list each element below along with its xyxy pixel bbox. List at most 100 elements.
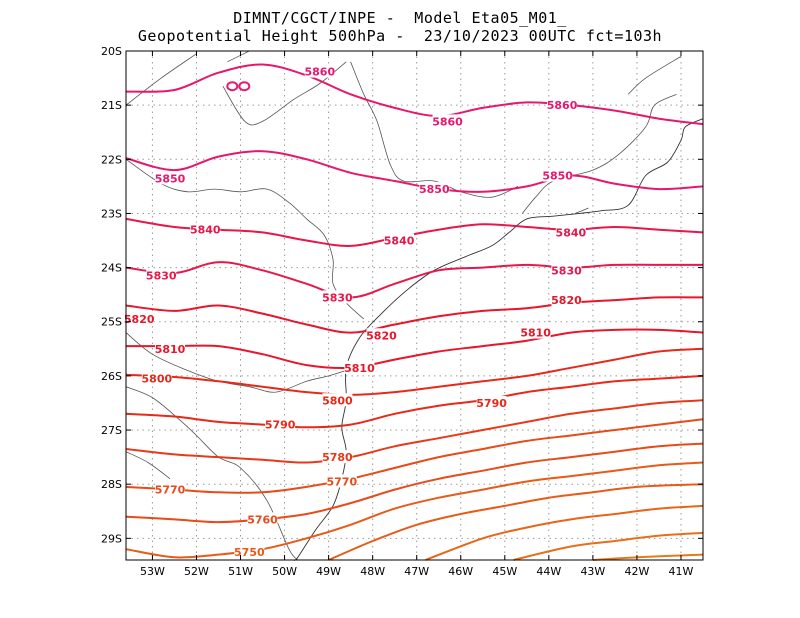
contour-label-bg (234, 544, 265, 558)
contour-label-bg (322, 450, 353, 464)
contour-label-bg (476, 395, 507, 409)
contour-label-5840: 5840 (556, 226, 587, 239)
lon-tick-label: 41W (669, 565, 694, 578)
lat-tick-label: 25S (101, 316, 122, 329)
lat-tick-label: 24S (101, 262, 122, 275)
contour-label-bg (265, 417, 296, 431)
contour-label-bg (304, 64, 335, 78)
contour-line-5810 (126, 328, 704, 370)
contour-line-5770 (125, 418, 704, 494)
contour-label-bg (542, 168, 573, 182)
contour-label-bg (384, 233, 415, 247)
contour-label-5860: 5860 (432, 115, 463, 128)
height-contours (125, 63, 704, 561)
contour-label-5790: 5790 (265, 419, 296, 432)
contour-label-5820: 5820 (366, 329, 397, 342)
contour-line-5740 (328, 483, 704, 561)
contour-line-5800 (125, 347, 704, 396)
lon-tick-label: 44W (536, 565, 561, 578)
lat-tick-label: 22S (101, 153, 122, 166)
state-boundary (627, 56, 682, 95)
contour-label-bg (366, 328, 397, 342)
contour-label-bg (551, 293, 582, 307)
state-boundary (125, 332, 347, 393)
contour-label-bg (344, 360, 375, 374)
contour-label-bg (551, 263, 582, 277)
coastline (293, 118, 704, 561)
contour-label-5770: 5770 (155, 484, 186, 497)
lon-tick-label: 52W (184, 565, 209, 578)
lon-tick-label: 50W (272, 565, 297, 578)
lat-tick-label: 27S (101, 424, 122, 437)
state-boundary (522, 93, 677, 214)
contour-label-bg (155, 341, 186, 355)
state-boundary (125, 386, 299, 561)
lon-tick-label: 47W (404, 565, 429, 578)
lon-tick-label: 45W (492, 565, 517, 578)
lon-tick-label: 48W (360, 565, 385, 578)
lat-tick-label: 28S (101, 478, 122, 491)
map-frame (125, 50, 704, 561)
contour-line-5850 (125, 150, 704, 193)
contour-label-5860: 5860 (547, 99, 578, 112)
contour-line-5860 (125, 63, 704, 126)
axes: 20S 21S 22S 23S 24S 25S 26S 27S 28S 29S 53W 52W 51W 5… (101, 45, 703, 578)
contour-label-5840: 5840 (384, 235, 415, 248)
contour-label-bg (146, 268, 177, 282)
contour-label-5860: 5860 (304, 66, 335, 79)
state-boundary (125, 53, 197, 106)
closed-contour-5860 (238, 81, 251, 92)
contour-label-5820: 5820 (124, 313, 155, 326)
contour-label-5840: 5840 (190, 224, 221, 237)
lat-tick-label: 26S (101, 370, 122, 383)
contour-line-5820 (125, 296, 704, 334)
contour-line-5790 (125, 374, 704, 429)
contour-label-5750: 5750 (234, 546, 265, 559)
contour-label-bg (547, 98, 578, 112)
contour-line-5760 (125, 442, 704, 524)
state-boundary (227, 50, 250, 63)
contour-label-5820: 5820 (551, 294, 582, 307)
lon-tick-label: 49W (316, 565, 341, 578)
lon-tick-label: 51W (228, 565, 253, 578)
contour-label-bg (141, 371, 172, 385)
closed-contour-5860 (226, 81, 239, 92)
lat-tick-label: 29S (101, 532, 122, 545)
contour-label-bg (322, 290, 353, 304)
contour-label-bg (326, 474, 357, 488)
lon-tick-label: 42W (624, 565, 649, 578)
contour-label-5770: 5770 (327, 475, 358, 488)
contour-label-bg (155, 482, 186, 496)
contour-label-bg (124, 312, 155, 326)
contour-label-5800: 5800 (322, 394, 353, 407)
contour-label-5850: 5850 (542, 170, 573, 183)
lat-tick-label: 21S (101, 99, 122, 112)
contour-line-5780 (125, 399, 704, 464)
lat-tick-label: 23S (101, 207, 122, 220)
contour-label-bg (520, 325, 551, 339)
contour-label-5790: 5790 (476, 397, 507, 410)
contour-line-5720 (513, 531, 704, 561)
contour-label-bg (432, 114, 463, 128)
lon-tick-label: 46W (448, 565, 473, 578)
contour-label-bg (247, 512, 278, 526)
contour-line-5730 (425, 504, 704, 561)
contour-label-5810: 5810 (520, 327, 551, 340)
contour-label-5850: 5850 (155, 172, 186, 185)
contour-line-5710 (592, 553, 704, 561)
state-boundary (125, 158, 365, 320)
contour-label-5780: 5780 (322, 451, 353, 464)
contour-label-bg (555, 225, 586, 239)
state-boundary (125, 451, 171, 480)
contour-line-5830 (125, 261, 703, 299)
state-boundary (350, 61, 519, 198)
contour-labels: 5860 5860 5860 5850 5850 5850 5840 5840 5840 5830… (124, 64, 587, 559)
contour-label-bg (155, 171, 186, 185)
contour-label-bg (190, 222, 221, 236)
contour-label-5830: 5830 (551, 264, 582, 277)
contour-label-5850: 5850 (419, 183, 450, 196)
contour-line-5840 (125, 217, 704, 247)
chart-title-line1: DIMNT/CGCT/INPE - Model Eta05_M01_ (233, 9, 567, 27)
contour-label-5810: 5810 (155, 343, 186, 356)
